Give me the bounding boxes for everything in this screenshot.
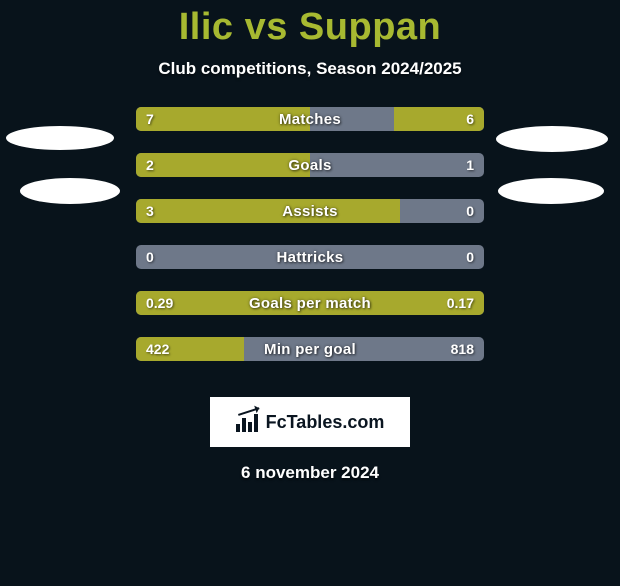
decorative-ellipse — [498, 178, 604, 204]
stat-bar-left — [136, 153, 310, 177]
stat-bars: 76Matches21Goals30Assists00Hattricks0.29… — [136, 107, 484, 383]
stat-bar-right — [394, 107, 484, 131]
stat-row: 76Matches — [136, 107, 484, 131]
stat-row: 422818Min per goal — [136, 337, 484, 361]
stat-bar-left — [136, 107, 310, 131]
stat-row: 21Goals — [136, 153, 484, 177]
stat-row: 30Assists — [136, 199, 484, 223]
stat-value-right: 0 — [466, 245, 474, 269]
stat-value-left: 0 — [146, 245, 154, 269]
bar-chart-icon — [236, 412, 260, 432]
stat-value-right: 818 — [451, 337, 474, 361]
comparison-title: Ilic vs Suppan — [0, 6, 620, 49]
stat-row: 0 0Hattricks — [136, 245, 484, 269]
snapshot-date: 6 november 2024 — [0, 463, 620, 483]
stat-bar-left — [136, 199, 400, 223]
decorative-ellipse — [20, 178, 120, 204]
stat-bar-left — [136, 337, 244, 361]
stat-bar-left — [136, 291, 484, 315]
stat-value-right: 1 — [466, 153, 474, 177]
fctables-logo: FcTables.com — [210, 397, 410, 447]
stat-row: 0.290.17Goals per match — [136, 291, 484, 315]
stat-value-right: 0 — [466, 199, 474, 223]
comparison-subtitle: Club competitions, Season 2024/2025 — [0, 59, 620, 79]
logo-text: FcTables.com — [266, 412, 385, 433]
decorative-ellipse — [6, 126, 114, 150]
comparison-stage: 76Matches21Goals30Assists00Hattricks0.29… — [0, 107, 620, 397]
decorative-ellipse — [496, 126, 608, 152]
stat-label: Hattricks — [136, 245, 484, 269]
